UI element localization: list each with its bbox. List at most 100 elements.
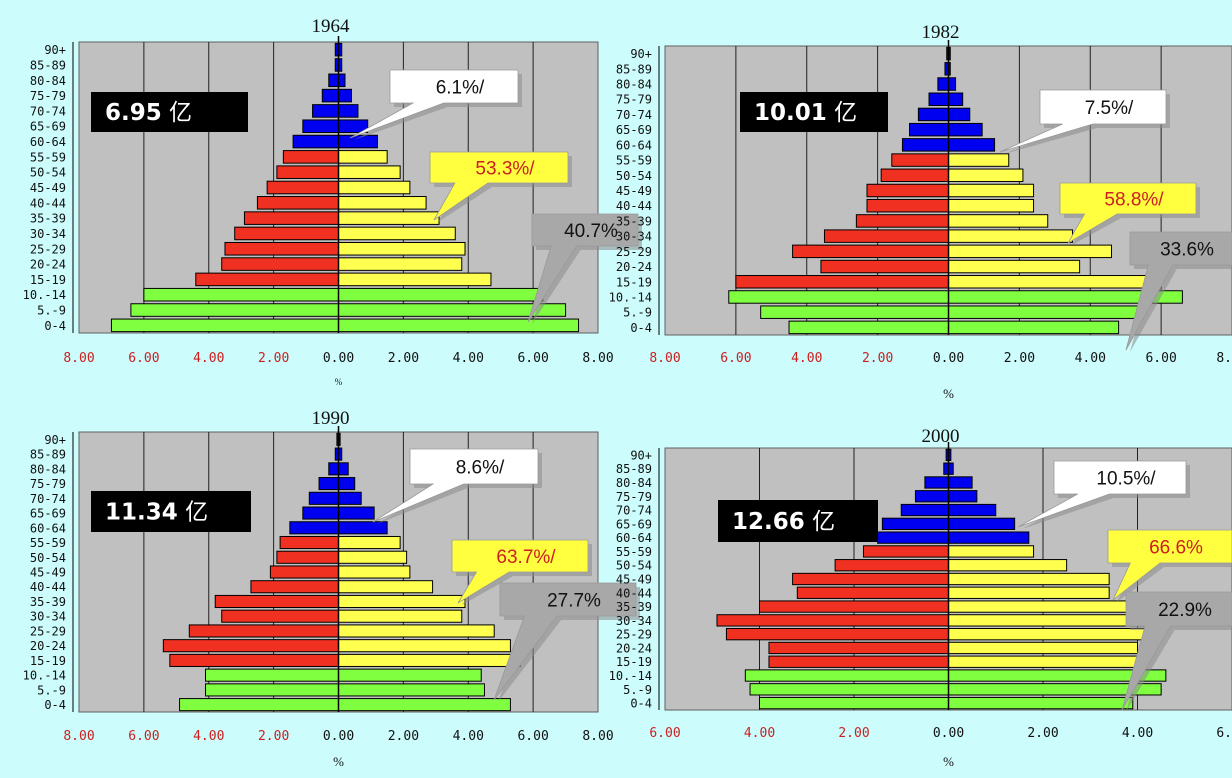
y-tick-label: 50-54 xyxy=(616,169,652,183)
bar-right-10.-14 xyxy=(338,668,482,682)
x-tick-label: 4.00 xyxy=(791,351,822,366)
bar-left-65-69 xyxy=(302,506,340,520)
y-tick-label: 20-24 xyxy=(30,639,66,653)
callout-text-white: 6.1%/ xyxy=(436,78,485,99)
pyramid-panel-1964: 8.00 6.00 4.00 2.00 0.00 2.00 4.00 6.00 8.000-45… xyxy=(23,16,642,387)
bar-left-40-44 xyxy=(796,586,949,599)
y-tick-label: 10.-14 xyxy=(23,669,66,683)
population-box xyxy=(718,500,878,542)
bar-left-0-4 xyxy=(759,696,949,710)
callout-yellow xyxy=(451,539,589,604)
y-tick-label: 10.-14 xyxy=(609,669,652,683)
x-tick-label: 4.00 xyxy=(1075,351,1106,366)
bar-left-80-84 xyxy=(328,462,339,476)
y-tick-label: 45-49 xyxy=(616,573,652,587)
y-tick-label: 90+ xyxy=(44,433,66,447)
bar-left-30-34 xyxy=(823,229,949,243)
y-tick-label: 90+ xyxy=(44,43,66,57)
bar-left-40-44 xyxy=(256,196,339,210)
bar-right-50-54 xyxy=(948,559,1068,572)
bar-right-60-64 xyxy=(338,134,378,149)
y-tick-label: 85-89 xyxy=(30,448,66,462)
bar-right-10.-14 xyxy=(338,287,544,302)
bar-right-15-19 xyxy=(338,272,492,287)
chart-title: 2000 xyxy=(922,426,960,447)
y-tick-label: 50-54 xyxy=(30,166,66,180)
bar-left-60-64 xyxy=(877,531,949,544)
bar-left-25-29 xyxy=(725,628,949,641)
callout-text-yellow: 58.8%/ xyxy=(1104,190,1164,211)
x-tick-label: 0.00 xyxy=(933,726,964,741)
x-tick-label: 8.00 xyxy=(1216,351,1232,366)
bar-right-75-79 xyxy=(948,92,964,106)
bar-right-5.-9 xyxy=(338,683,485,697)
bar-left-65-69 xyxy=(302,119,340,134)
bar-right-60-64 xyxy=(338,521,388,535)
x-tick-label: 6.00 xyxy=(720,351,751,366)
y-tick-label: 60-64 xyxy=(616,531,652,545)
x-tick-label: 2.00 xyxy=(388,729,419,744)
x-tick-label: 8.00 xyxy=(582,351,613,366)
bar-left-0-4 xyxy=(179,698,339,712)
callout-white xyxy=(999,89,1167,153)
bar-right-45-49 xyxy=(338,180,411,195)
y-tick-label: 20-24 xyxy=(30,258,66,272)
y-tick-label: 5.-9 xyxy=(623,683,652,697)
y-tick-label: 90+ xyxy=(630,47,652,61)
y-tick-label: 40-44 xyxy=(616,586,652,600)
x-tick-label: 2.00 xyxy=(862,351,893,366)
bar-right-80-84 xyxy=(338,462,349,476)
bar-left-75-79 xyxy=(914,490,949,503)
callout-text-yellow: 63.7%/ xyxy=(496,547,556,568)
bar-right-30-34 xyxy=(338,609,463,623)
callout-text-yellow: 53.3%/ xyxy=(475,159,535,180)
population-unit: 亿 xyxy=(805,509,835,535)
y-tick-label: 45-49 xyxy=(30,181,66,195)
y-tick-label: 25-29 xyxy=(616,245,652,259)
bar-right-70-74 xyxy=(948,107,971,122)
y-tick-label: 5.-9 xyxy=(37,683,66,697)
y-tick-label: 55-59 xyxy=(616,154,652,168)
bar-right-15-19 xyxy=(338,653,521,667)
bar-left-55-59 xyxy=(279,535,339,550)
bar-left-5.-9 xyxy=(760,305,950,319)
population-value: 12.66 xyxy=(732,509,805,535)
bar-left-10.-14 xyxy=(728,290,949,304)
callout-text-gray: 27.7% xyxy=(547,591,601,612)
population-label: 6.95 亿 xyxy=(105,100,192,126)
bar-left-35-39 xyxy=(759,600,949,613)
population-value: 10.01 xyxy=(754,100,827,126)
bar-right-45-49 xyxy=(338,565,411,579)
population-box xyxy=(91,491,251,532)
bar-right-50-54 xyxy=(948,168,1024,183)
bar-left-80-84 xyxy=(328,73,339,88)
bar-right-20-24 xyxy=(338,257,463,271)
bar-right-45-49 xyxy=(948,572,1110,586)
bar-left-80-84 xyxy=(937,77,950,91)
chart-title: 1982 xyxy=(922,22,960,43)
bar-right-35-39 xyxy=(338,594,466,609)
bar-left-20-24 xyxy=(820,259,949,274)
y-tick-label: 85-89 xyxy=(616,462,652,476)
y-tick-label: 15-19 xyxy=(30,273,66,287)
bar-right-65-69 xyxy=(338,506,375,520)
bar-left-50-54 xyxy=(834,559,949,572)
bar-right-70-74 xyxy=(948,503,997,517)
population-unit: 亿 xyxy=(178,500,208,526)
bar-left-35-39 xyxy=(243,211,339,225)
x-tick-label: 0.00 xyxy=(933,351,964,366)
x-tick-label: 4.00 xyxy=(193,351,224,366)
y-tick-label: 80-84 xyxy=(30,462,66,476)
x-tick-label: 2.00 xyxy=(258,729,289,744)
bar-right-0-4 xyxy=(948,696,1134,710)
y-tick-label: 25-29 xyxy=(30,242,66,256)
y-tick-label: 65-69 xyxy=(616,517,652,531)
y-tick-label: 35-39 xyxy=(30,212,66,226)
bar-right-55-59 xyxy=(948,153,1010,167)
bar-right-35-39 xyxy=(948,600,1153,613)
x-tick-label: 6.00 xyxy=(517,351,548,366)
bar-left-75-79 xyxy=(321,88,339,103)
bar-left-20-24 xyxy=(162,639,339,653)
bar-right-0-4 xyxy=(338,318,580,333)
